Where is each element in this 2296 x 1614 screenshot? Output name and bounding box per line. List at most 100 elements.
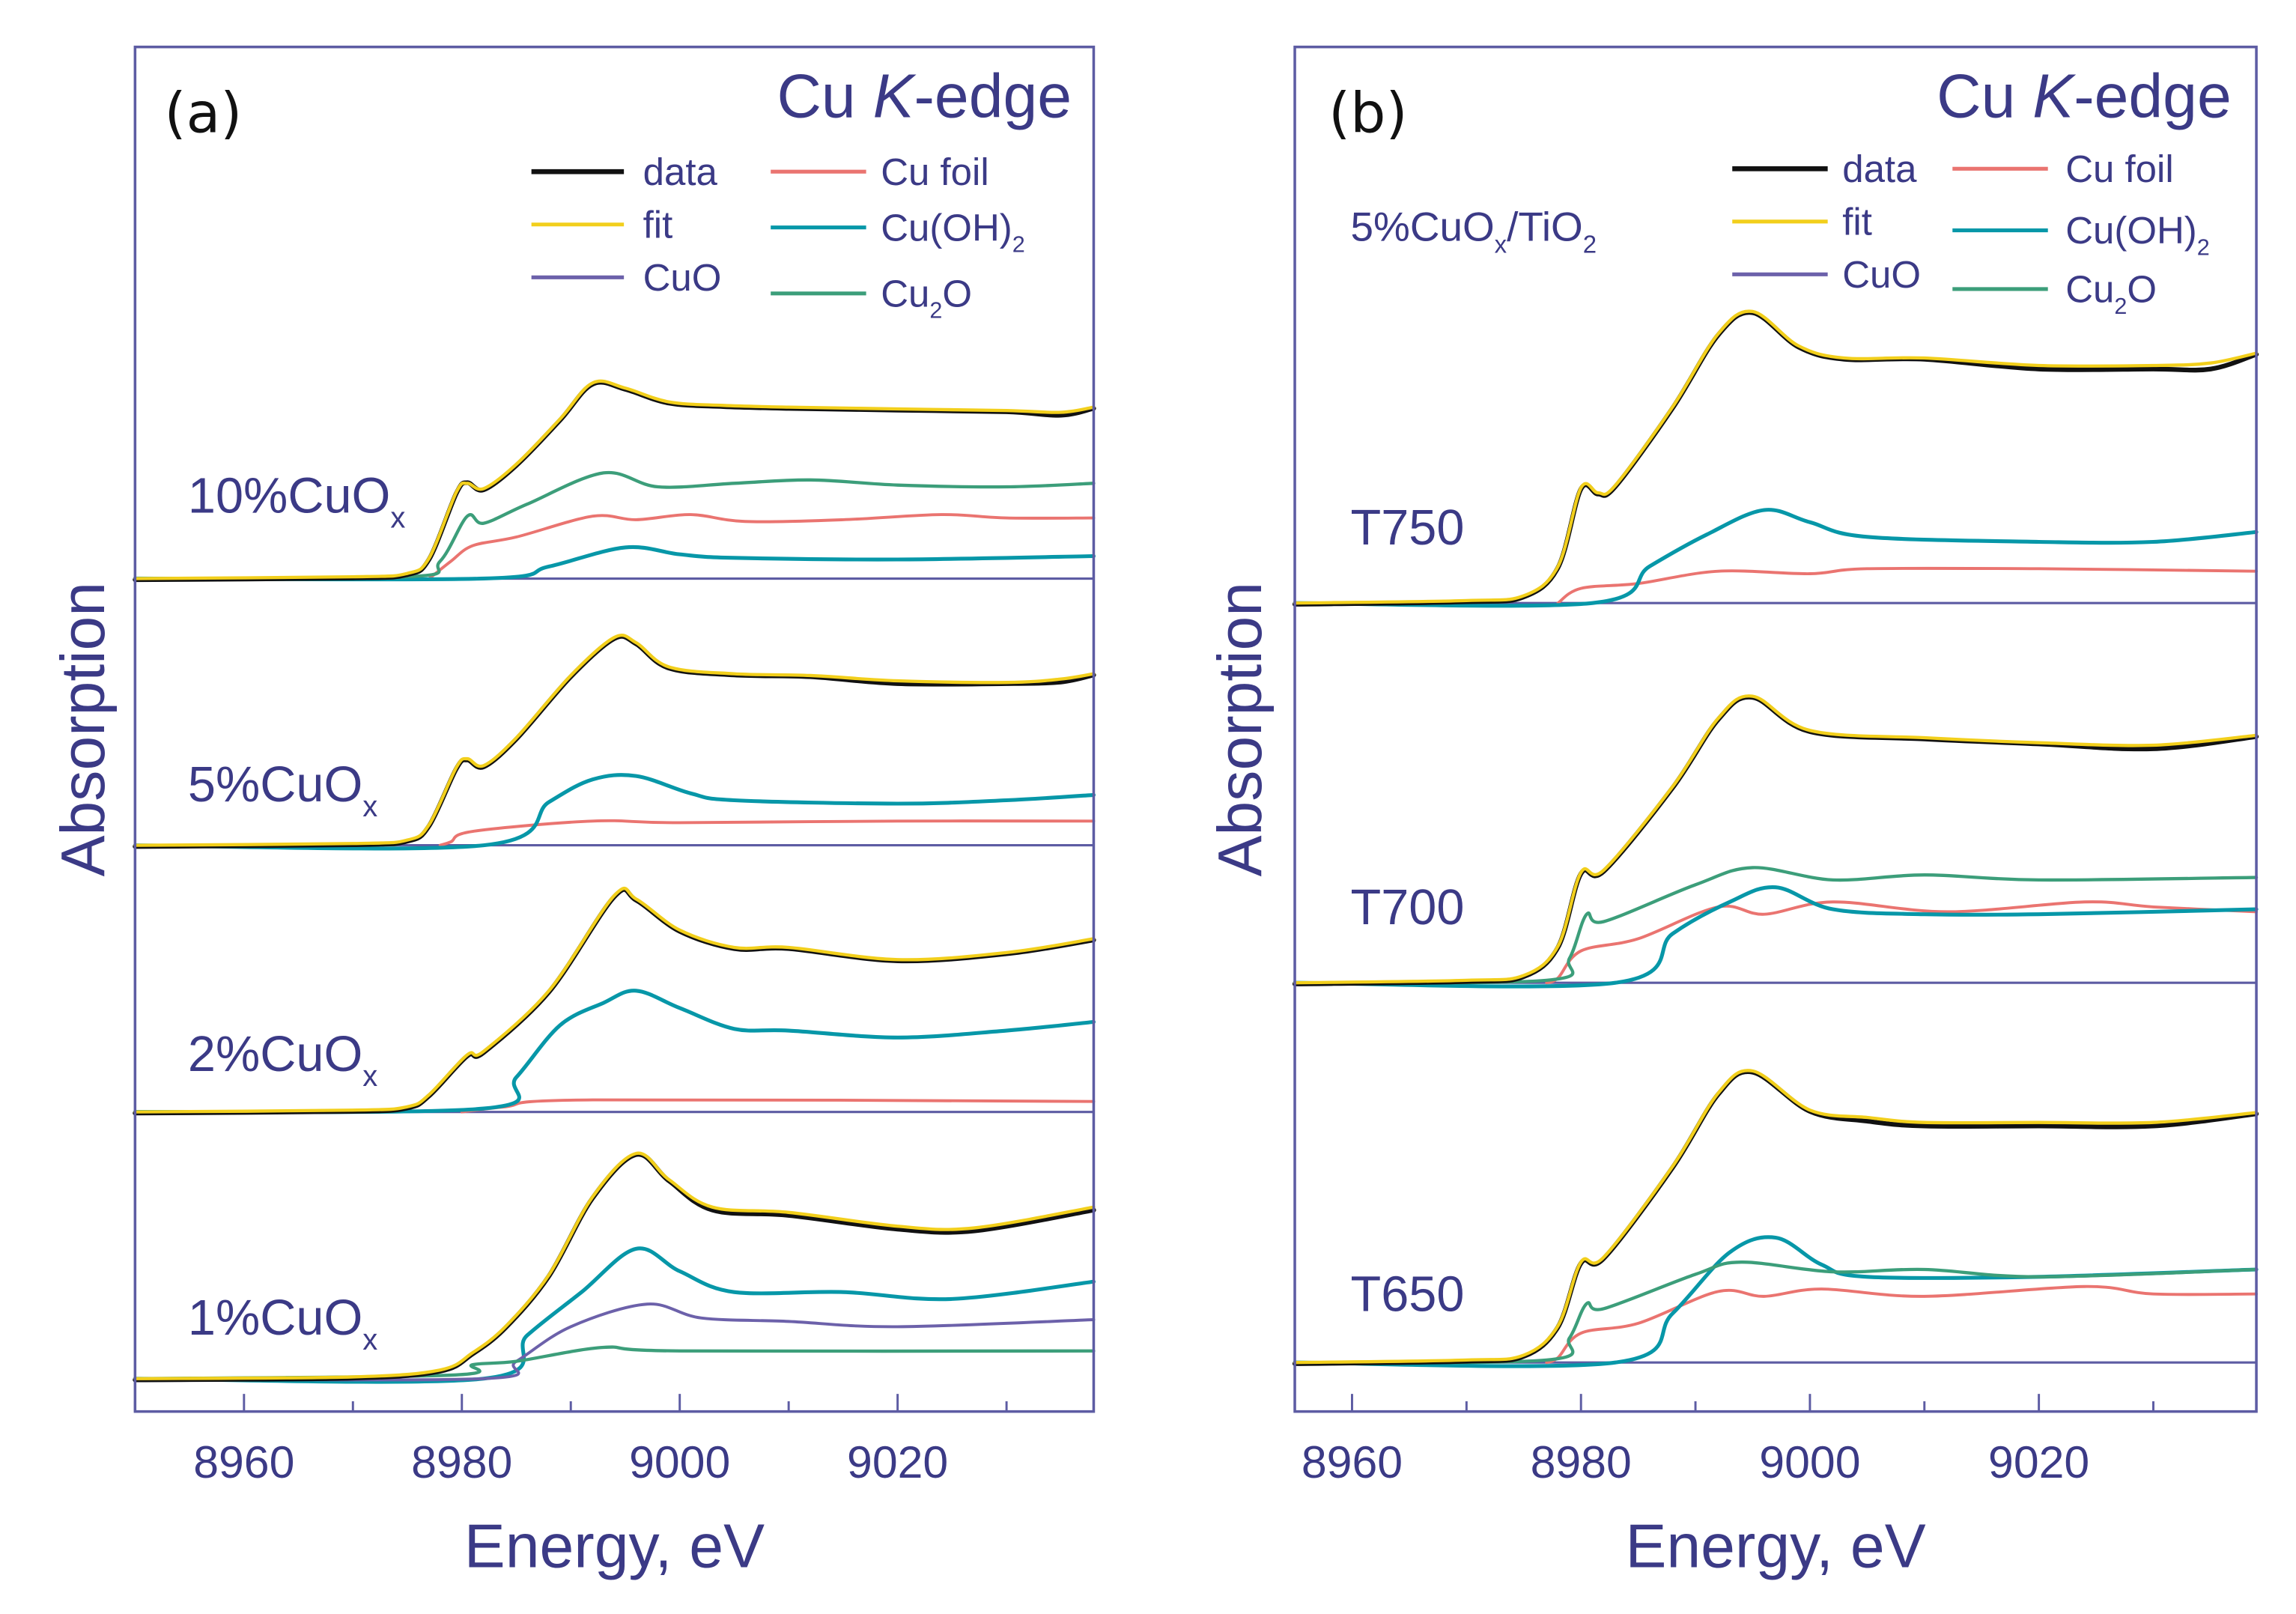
sample-group: [1292, 309, 2259, 608]
series-fit-line: [1293, 694, 2259, 985]
legend-item-data: data: [1732, 148, 1917, 190]
legend-item-cuo: CuO: [1732, 253, 1921, 296]
panel-label: (b): [1328, 80, 1407, 145]
text-part: O: [942, 272, 972, 315]
series-fit-line: [133, 886, 1096, 1114]
subscript: 2: [2197, 234, 2210, 260]
series-foil-line: [428, 513, 1096, 580]
sample-group: [1292, 1069, 2259, 1368]
plot-frame: [1293, 45, 2258, 1413]
series-foil-line: [460, 1098, 1096, 1114]
x-tick-label: 8960: [1302, 1436, 1403, 1487]
text-part: CuO: [643, 256, 722, 299]
series-cuoh2-line: [133, 773, 1096, 851]
sample-group: [133, 633, 1096, 851]
legend-item-cu2o: Cu2O: [771, 272, 972, 324]
y-axis-label: Absorption: [49, 582, 118, 876]
sample-label: 5%CuOx: [188, 757, 377, 823]
legend-label: Cu(OH)2: [881, 206, 1025, 257]
panel-label: (a): [165, 80, 243, 145]
chart-title: Cu K-edge: [1937, 62, 2232, 131]
sample-label: T650: [1351, 1267, 1465, 1323]
subscript: x: [362, 1060, 377, 1093]
series-cuoh2-line: [1293, 885, 2259, 989]
legend-item-data: data: [531, 151, 718, 193]
text-part: Cu: [2065, 268, 2114, 311]
legend-label: fit: [643, 203, 673, 246]
text-part: O: [2127, 268, 2157, 311]
series-foil-line: [1556, 566, 2259, 605]
x-tick-label: 9020: [1988, 1436, 2089, 1487]
subscript: x: [1495, 231, 1507, 258]
series-foil-line: [438, 819, 1096, 847]
x-axis-label: Energy, eV: [1625, 1511, 1925, 1580]
series-cuoh2-line: [133, 989, 1096, 1114]
legend-item-fit: fit: [1732, 200, 1872, 243]
text-part: Cu(OH): [881, 206, 1012, 249]
text-part: data: [643, 151, 718, 193]
legend-label: Cu(OH)2: [2065, 209, 2210, 260]
chart-title: Cu K-edge: [777, 62, 1072, 131]
sample-series-label: 5%CuOx/TiO2: [1351, 203, 1597, 258]
series-cuoh2-line: [1293, 508, 2259, 608]
legend-item-foil: Cu foil: [1952, 148, 2174, 190]
series-foil-line: [1545, 1284, 2259, 1365]
sample-label: 1%CuOx: [188, 1290, 377, 1356]
plot-frame: [133, 45, 1096, 1413]
series-data-line: [133, 634, 1096, 849]
text-part: fit: [1842, 200, 1872, 243]
text-part: data: [1842, 148, 1917, 190]
text-part: Cu(OH): [2065, 209, 2197, 252]
text-part: 2%CuO: [188, 1027, 362, 1082]
legend-label: Cu foil: [2065, 148, 2173, 190]
legend-item-cu2o: Cu2O: [1952, 268, 2157, 319]
legend-label: CuO: [643, 256, 722, 299]
subscript: 2: [1012, 232, 1025, 258]
text-part: -edge: [914, 62, 1072, 131]
legend-label: data: [643, 151, 718, 193]
series-data-line: [1292, 309, 2259, 607]
legend-label: data: [1842, 148, 1917, 190]
legend-label: Cu2O: [881, 272, 972, 323]
legend-item-fit: fit: [531, 203, 673, 246]
legend-item-cuoh2: Cu(OH)2: [771, 206, 1025, 258]
text-part: 5%CuO: [188, 757, 362, 813]
text-part: Cu foil: [2065, 148, 2173, 190]
text-part: -edge: [2074, 62, 2232, 131]
x-tick-label: 8980: [411, 1436, 512, 1487]
subscript: 2: [1583, 231, 1597, 258]
sample-group: [1292, 694, 2259, 989]
text-part: Cu: [777, 62, 872, 131]
text-part: CuO: [1842, 253, 1921, 296]
sample-label: T750: [1351, 500, 1465, 556]
text-part: 10%CuO: [188, 468, 390, 524]
series-cu2o-line: [133, 470, 1096, 580]
series-data-line: [1292, 694, 2259, 986]
subscript: 2: [2114, 294, 2127, 319]
text-part: Cu: [881, 272, 929, 315]
subscript: 2: [929, 298, 942, 324]
series-fit-line: [133, 633, 1096, 847]
text-part: 5%CuO: [1351, 203, 1495, 249]
text-part: T650: [1351, 1267, 1465, 1323]
curves: [1292, 309, 2259, 1368]
subscript: x: [362, 790, 377, 823]
legend-item-cuo: CuO: [531, 256, 722, 299]
y-axis-label: Absorption: [1206, 582, 1275, 876]
text-part: /TiO: [1507, 203, 1583, 249]
curves: [133, 379, 1096, 1384]
series-cu2o-line: [1293, 866, 2259, 985]
subscript: x: [390, 501, 405, 534]
italic-part: K: [2032, 62, 2076, 131]
series-cuo-line: [133, 1302, 1096, 1382]
series-fit-line: [1293, 1069, 2259, 1365]
text-part: Cu: [1937, 62, 2032, 131]
subscript: x: [362, 1323, 377, 1356]
sample-label: 10%CuOx: [188, 468, 405, 534]
sample-group: [133, 379, 1096, 583]
legend-label: Cu foil: [881, 151, 988, 193]
legend-item-cuoh2: Cu(OH)2: [1952, 209, 2210, 260]
